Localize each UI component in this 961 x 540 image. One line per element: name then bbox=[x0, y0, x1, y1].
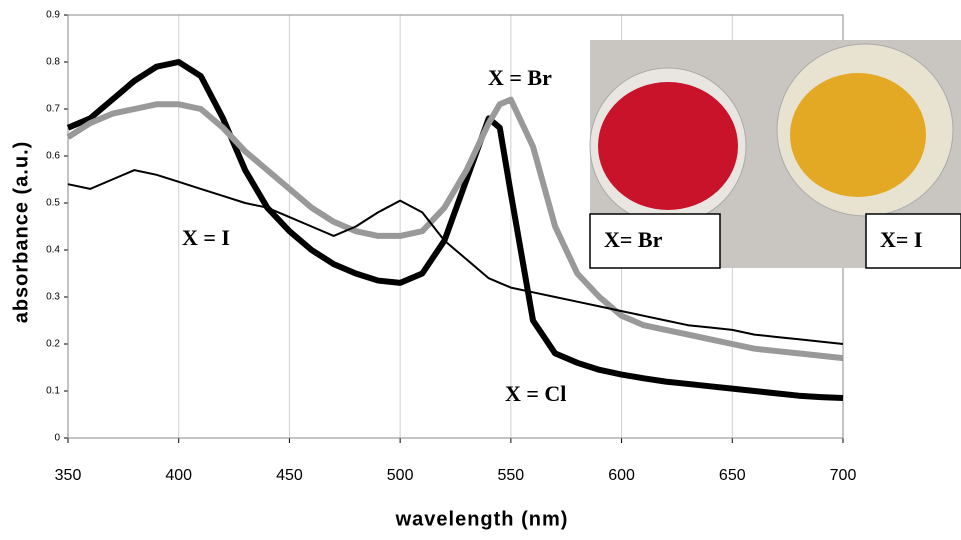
y-tick-label: 0.6 bbox=[46, 151, 60, 162]
inset-photo: X= Br X= I bbox=[589, 40, 961, 269]
powder-yellow bbox=[790, 73, 926, 197]
series-label: X = Cl bbox=[505, 381, 566, 406]
y-axis-title: absorbance (a.u.) bbox=[10, 141, 32, 324]
y-tick-label: 0.7 bbox=[46, 104, 60, 115]
series-label: X = Br bbox=[488, 65, 552, 90]
x-tick-label: 600 bbox=[608, 467, 635, 484]
inset-label: X= I bbox=[880, 227, 923, 252]
line-series bbox=[66, 96, 844, 362]
series-label: X = I bbox=[182, 225, 230, 250]
x-tick-label: 550 bbox=[498, 467, 525, 484]
y-tick-label: 0 bbox=[54, 433, 60, 444]
label-box bbox=[589, 213, 721, 269]
x-tick-label: 700 bbox=[830, 467, 857, 484]
x-tick-label: 400 bbox=[165, 467, 192, 484]
powder-red bbox=[598, 82, 738, 210]
x-tick-label: 350 bbox=[55, 467, 82, 484]
x-axis-title: wavelength (nm) bbox=[395, 508, 569, 530]
y-tick-label: 0.2 bbox=[46, 339, 60, 350]
line-series bbox=[67, 169, 844, 345]
x-tick-label: 450 bbox=[276, 467, 303, 484]
y-tick-label: 0.8 bbox=[46, 57, 60, 68]
x-tick-label: 650 bbox=[719, 467, 746, 484]
plot-area: 350 400 450 500 550 600 650 700 0 0.1 0.2 0.3 0.4 0.5… bbox=[46, 10, 856, 485]
y-tick-label: 0.3 bbox=[46, 292, 60, 303]
x-tick-label: 500 bbox=[387, 467, 414, 484]
label-box bbox=[865, 213, 961, 269]
y-tick-label: 0.4 bbox=[46, 245, 60, 256]
y-tick-label: 0.1 bbox=[46, 386, 60, 397]
y-tick-label: 0.9 bbox=[46, 10, 60, 21]
line-series bbox=[66, 59, 844, 402]
inset-label: X= Br bbox=[604, 227, 663, 252]
y-tick-label: 0.5 bbox=[46, 198, 60, 209]
